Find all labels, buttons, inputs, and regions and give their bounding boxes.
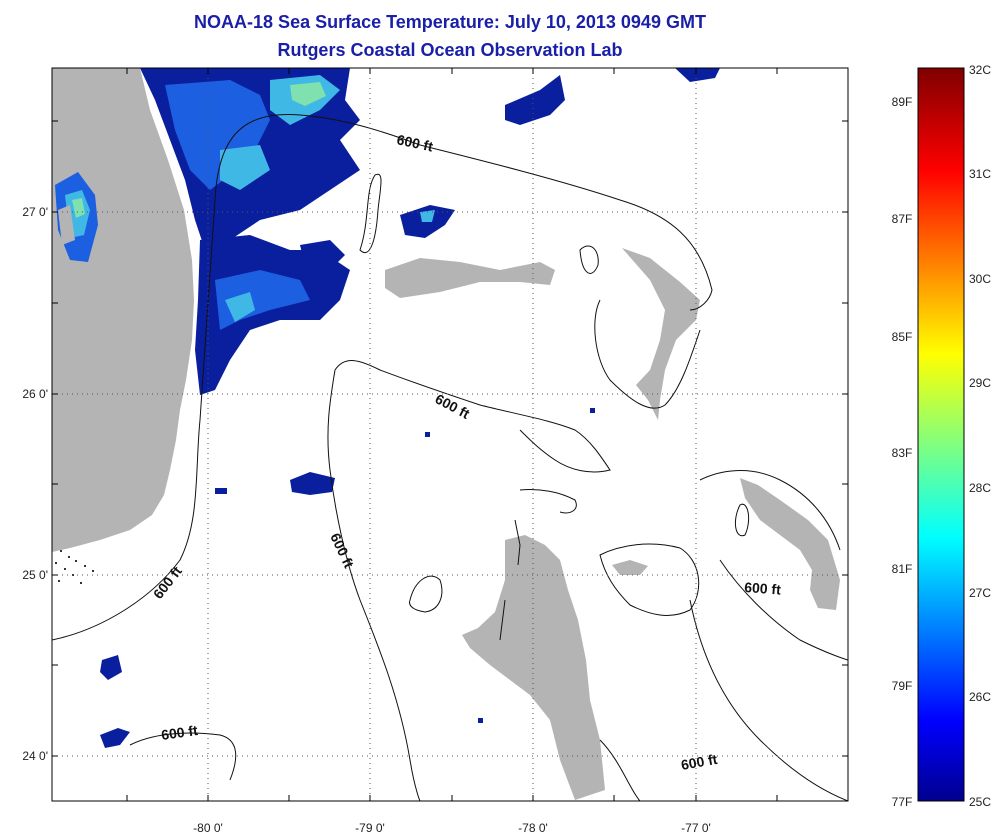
colorbar-fahrenheit-label: 81F [892, 562, 913, 576]
colorbar-fahrenheit-label: 89F [892, 95, 913, 109]
contour-label: 600 ft [160, 722, 199, 743]
contour-label: 600 ft [680, 751, 719, 773]
frame-ticks [52, 68, 848, 801]
x-tick-label: -77 0' [681, 821, 711, 835]
colorbar-celsius-label: 27C [969, 586, 991, 600]
colorbar-celsius-label: 28C [969, 481, 991, 495]
x-tick-label: -80 0' [193, 821, 223, 835]
colorbar-fahrenheit-label: 87F [892, 212, 913, 226]
y-tick-label: 24 0' [22, 749, 48, 763]
isobath-contours [52, 113, 848, 801]
map-subtitle: Rutgers Coastal Ocean Observation Lab [277, 40, 623, 60]
abaco-land [622, 248, 700, 420]
colorbar-celsius-label: 30C [969, 272, 991, 286]
colorbar-fahrenheit-label: 77F [892, 795, 913, 809]
colorbar-fahrenheit-label: 85F [892, 330, 913, 344]
y-tick-label: 25 0' [22, 568, 48, 582]
grand-bahama-land [385, 258, 555, 298]
colorbar-fahrenheit-label: 79F [892, 679, 913, 693]
andros-land [462, 535, 605, 800]
y-tick-label: 27 0' [22, 205, 48, 219]
colorbar-fahrenheit-label: 83F [892, 446, 913, 460]
x-tick-label: -79 0' [355, 821, 385, 835]
map-frame [51, 67, 849, 802]
small-island-land [612, 560, 648, 575]
x-tick-label: -78 0' [518, 821, 548, 835]
map-title: NOAA-18 Sea Surface Temperature: July 10… [194, 12, 706, 32]
eleuthera-land [740, 478, 840, 610]
colorbar-celsius-label: 25C [969, 795, 991, 809]
map-plot-area: 600 ft 600 ft 600 ft 600 ft 600 ft 600 f… [52, 68, 848, 801]
colorbar-gradient [917, 67, 965, 802]
colorbar-celsius-label: 32C [969, 63, 991, 77]
colorbar-celsius-label: 29C [969, 376, 991, 390]
contour-label: 600 ft [744, 579, 782, 598]
graticule [52, 68, 848, 801]
colorbar-celsius-label: 31C [969, 167, 991, 181]
contour-label: 600 ft [395, 131, 434, 154]
colorbar-celsius-label: 26C [969, 690, 991, 704]
sst-data-patches [55, 68, 720, 748]
y-tick-label: 26 0' [22, 387, 48, 401]
colorbar: 32C 31C 30C 29C 28C 27C 26C 25C 89F 87F … [892, 63, 992, 809]
